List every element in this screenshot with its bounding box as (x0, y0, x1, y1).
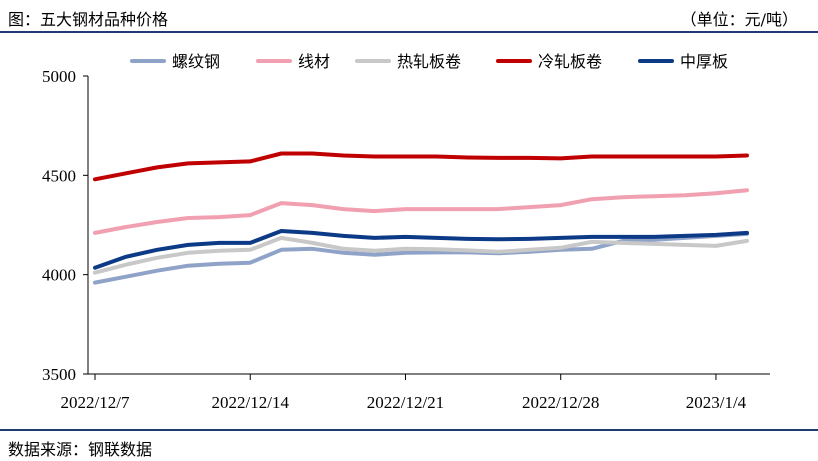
unit-label: （单位：元/吨） (680, 10, 798, 29)
x-tick-label: 2022/12/28 (522, 393, 599, 412)
series-line-热轧板卷 (93, 235, 749, 275)
x-tick-label: 2022/12/21 (367, 393, 444, 412)
source-note: 数据来源：钢联数据 (8, 440, 153, 459)
legend-label: 线材 (298, 52, 330, 71)
series-layer (93, 151, 749, 285)
legend: 螺纹钢 线材 热轧板卷 冷轧板卷 中厚板 (130, 52, 728, 71)
series-line-冷轧板卷 (93, 151, 749, 182)
y-tick-label: 5000 (42, 67, 76, 86)
series-line-线材 (93, 188, 749, 235)
y-tick-label: 4000 (42, 266, 76, 285)
y-tick-label: 4500 (42, 166, 76, 185)
top-rule (0, 31, 818, 33)
y-tick-label: 3500 (42, 365, 76, 384)
series-line-中厚板 (93, 229, 749, 270)
legend-label: 螺纹钢 (172, 52, 220, 71)
x-tick-label: 2023/1/4 (686, 393, 747, 412)
legend-label: 中厚板 (680, 52, 728, 71)
legend-label: 冷轧板卷 (538, 52, 602, 71)
series-line-螺纹钢 (93, 231, 749, 285)
axes: 3500 4000 4500 5000 2022/12/7 2022/12/14 2022/… (42, 67, 770, 412)
x-tick-label: 2022/12/14 (212, 393, 290, 412)
bottom-rule (0, 429, 818, 431)
x-tick-label: 2022/12/7 (61, 393, 130, 412)
legend-label: 热轧板卷 (397, 52, 461, 71)
figure-title: 图：五大钢材品种价格 (8, 10, 169, 29)
